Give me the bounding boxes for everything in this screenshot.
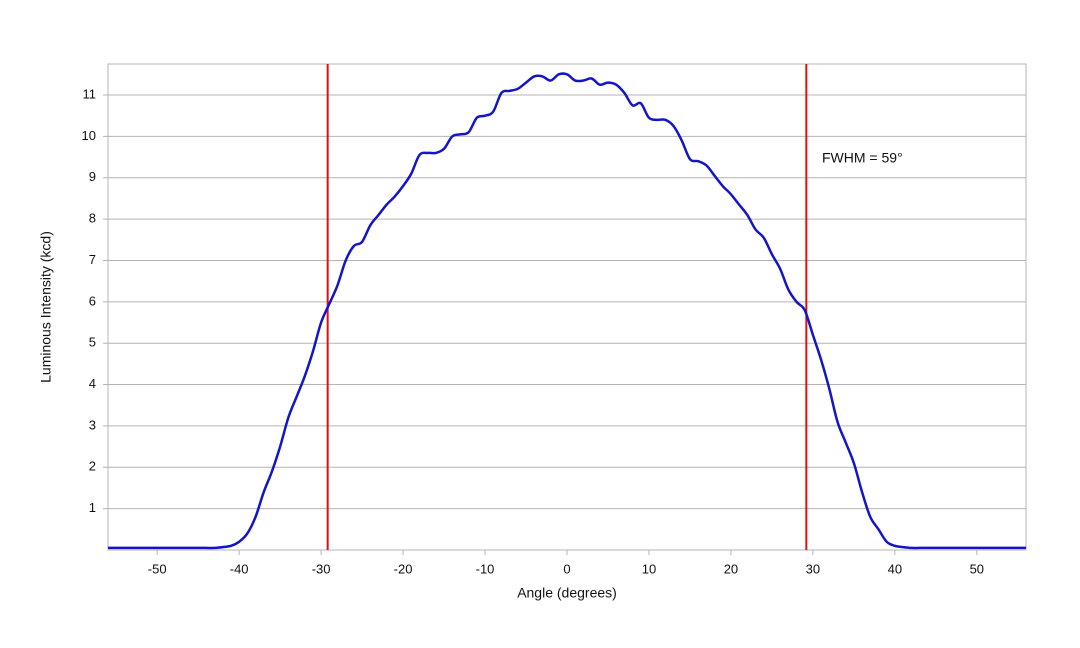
- x-tick-label: 30: [806, 561, 820, 576]
- x-tick-label: 20: [724, 561, 738, 576]
- y-tick-label: 3: [89, 417, 96, 432]
- x-tick-label: 0: [563, 561, 570, 576]
- y-tick-label: 6: [89, 293, 96, 308]
- x-tick-label: -30: [312, 561, 331, 576]
- y-tick-label: 7: [89, 252, 96, 267]
- data-line: [108, 72, 1026, 550]
- y-tick-label: 5: [89, 335, 96, 350]
- x-tick-label: -50: [148, 561, 167, 576]
- y-tick-label: 4: [89, 376, 96, 391]
- y-tick-label: 1: [89, 500, 96, 515]
- x-tick-label: 50: [970, 561, 984, 576]
- x-axis-label: Angle (degrees): [517, 585, 617, 601]
- plot-frame: [107, 63, 1027, 551]
- y-axis-label: Luminous Intensity (kcd): [38, 231, 54, 383]
- y-tick-label: 2: [89, 459, 96, 474]
- x-tick-label: 40: [888, 561, 902, 576]
- x-tick-label: -20: [394, 561, 413, 576]
- y-tick-label: 11: [83, 86, 97, 101]
- x-tick-label: 10: [642, 561, 656, 576]
- y-tick-label: 9: [89, 169, 96, 184]
- annotation: FWHM = 59°: [822, 150, 903, 166]
- y-tick-label: 8: [89, 211, 96, 226]
- x-tick-label: -40: [230, 561, 249, 576]
- x-tick-label: -10: [476, 561, 495, 576]
- y-tick-label: 10: [82, 128, 96, 143]
